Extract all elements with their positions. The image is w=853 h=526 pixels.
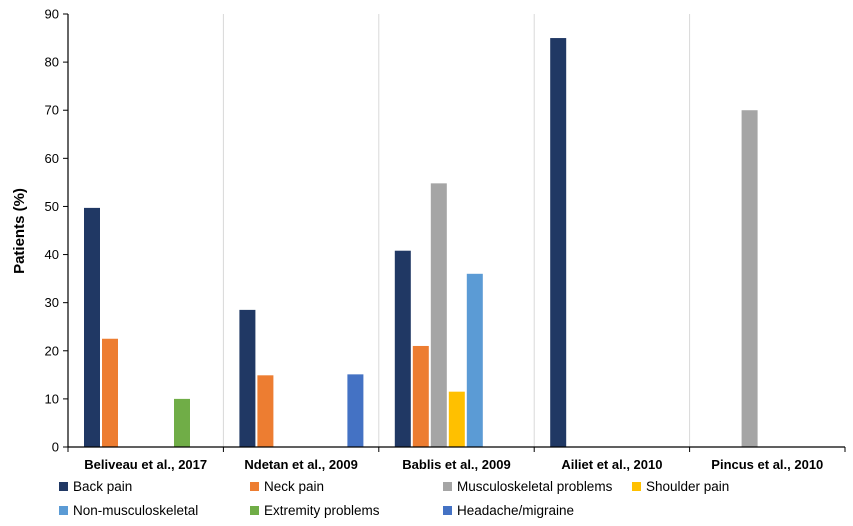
y-tick-label: 40: [45, 247, 59, 262]
bar: [394, 250, 411, 447]
y-tick-label: 10: [45, 391, 59, 406]
x-category-labels: Beliveau et al., 2017 Ndetan et al., 2009…: [84, 457, 823, 472]
y-tick-labels: 0 10 20 30 40 50 60 70 80 90: [45, 7, 59, 455]
x-category-label: Beliveau et al., 2017: [84, 457, 207, 472]
bar: [741, 110, 758, 447]
bar: [347, 374, 364, 447]
bar: [550, 38, 567, 448]
legend-label: Shoulder pain: [646, 479, 729, 494]
x-category-label: Ndetan et al., 2009: [244, 457, 357, 472]
bar: [84, 207, 100, 447]
x-category-label: Pincus et al., 2010: [711, 457, 823, 472]
bar: [466, 273, 483, 447]
legend-swatch: [632, 482, 641, 491]
axes: [63, 13, 846, 452]
legend-label: Headache/migraine: [457, 503, 574, 518]
legend-label: Extremity problems: [264, 503, 380, 518]
legend-swatch: [250, 506, 259, 515]
y-tick-label: 60: [45, 151, 59, 166]
legend-swatch: [443, 506, 452, 515]
bar: [257, 375, 274, 447]
bar: [239, 309, 256, 447]
y-tick-label: 50: [45, 199, 59, 214]
legend-label: Neck pain: [264, 479, 324, 494]
y-tick-label: 80: [45, 55, 59, 70]
bar: [412, 345, 429, 447]
bar: [102, 338, 118, 447]
bar: [448, 391, 465, 447]
legend-swatch: [59, 506, 68, 515]
y-tick-label: 30: [45, 295, 59, 310]
legend-label: Non-musculoskeletal: [73, 503, 198, 518]
y-tick-label: 0: [52, 440, 59, 455]
y-tick-label: 20: [45, 343, 59, 358]
y-axis-label: Patients (%): [11, 188, 28, 274]
grid-lines: [222, 14, 691, 447]
legend-swatch: [250, 482, 259, 491]
y-tick-label: 90: [45, 7, 59, 22]
bar: [174, 398, 190, 447]
x-category-label: Ailiet et al., 2010: [561, 457, 662, 472]
bar: [430, 183, 447, 447]
legend-swatch: [59, 482, 68, 491]
legend: Back pain Neck pain Musculoskeletal proble…: [59, 479, 729, 518]
bars: [84, 38, 758, 448]
y-tick-label: 70: [45, 103, 59, 118]
legend-swatch: [443, 482, 452, 491]
legend-label: Musculoskeletal problems: [457, 479, 613, 494]
x-category-label: Bablis et al., 2009: [402, 457, 510, 472]
legend-label: Back pain: [73, 479, 132, 494]
